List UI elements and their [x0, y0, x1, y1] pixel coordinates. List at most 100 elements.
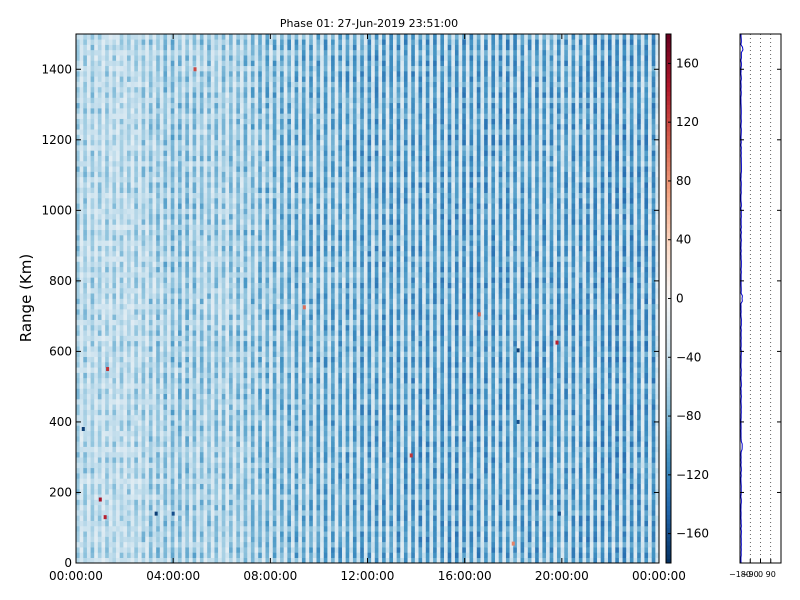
heatmap-cell [79, 319, 84, 326]
heatmap-cell [119, 129, 124, 135]
heatmap-cell [232, 473, 237, 479]
heatmap-cell [145, 129, 150, 135]
heatmap-cell [97, 393, 102, 400]
heatmap-cell [174, 245, 179, 252]
heatmap-cell [76, 531, 80, 537]
heatmap-cell [199, 547, 204, 553]
heatmap-cell [232, 65, 237, 72]
heatmap-cell [221, 240, 226, 246]
heatmap-cell [247, 451, 252, 458]
heatmap-cell [90, 399, 95, 405]
heatmap-cell [116, 552, 121, 559]
heatmap-cell [105, 504, 110, 511]
heatmap-cell [79, 145, 84, 151]
heatmap-cell [116, 60, 121, 67]
heatmap-cell [225, 319, 230, 326]
heatmap-cell [178, 541, 182, 548]
heatmap-cell [137, 330, 142, 336]
heatmap-cell [254, 123, 259, 130]
heatmap-cell [152, 483, 157, 490]
heatmap-cell [101, 494, 106, 500]
heatmap-cell [167, 240, 172, 246]
heatmap-cell [145, 510, 150, 516]
heatmap-cell [221, 457, 226, 463]
heatmap-cell [225, 531, 230, 537]
heatmap-cell [243, 145, 248, 151]
heatmap-cell [167, 97, 172, 104]
heatmap-cell [225, 76, 230, 82]
heatmap-cell [152, 499, 157, 506]
heatmap-cell [210, 536, 215, 543]
heatmap-cell [79, 377, 84, 384]
heatmap-cell [243, 65, 248, 72]
heatmap-cell [199, 102, 204, 109]
heatmap-cell [108, 414, 113, 421]
heatmap-cell [181, 293, 186, 299]
heatmap-cell [196, 256, 201, 262]
heatmap-cell [116, 404, 121, 410]
heatmap-cell [243, 187, 248, 193]
heatmap-cell [108, 372, 113, 379]
heatmap-cell [152, 197, 157, 204]
heatmap-cell [137, 436, 142, 442]
heatmap-cell [156, 319, 161, 326]
heatmap-cell [94, 536, 99, 543]
heatmap-cell [83, 319, 88, 326]
heatmap-cell [207, 314, 212, 320]
heatmap-cell [152, 425, 157, 432]
heatmap-cell [101, 129, 106, 135]
heatmap-cell [159, 393, 164, 400]
heatmap-cell [214, 510, 219, 516]
heatmap-cell [229, 129, 233, 135]
heatmap-cell [112, 399, 117, 405]
heatmap-cell [207, 150, 212, 156]
heatmap-cell [134, 113, 139, 119]
heatmap-cell [174, 377, 179, 384]
heatmap-cell [236, 272, 241, 278]
heatmap-cell [232, 160, 237, 167]
heatmap-cell [119, 377, 124, 384]
heatmap-cell [170, 139, 175, 146]
heatmap-cell [86, 145, 91, 151]
heatmap-cell [108, 314, 113, 320]
heatmap-cell [214, 547, 219, 553]
heatmap-cell [76, 229, 80, 236]
heatmap-cell [214, 81, 219, 88]
heatmap-cell [90, 383, 95, 389]
heatmap-cell [250, 515, 255, 521]
heatmap-cell [76, 192, 80, 199]
heatmap-cell [108, 39, 113, 45]
heatmap-cell [167, 139, 172, 146]
heatmap-cell [178, 235, 182, 241]
heatmap-cell [236, 330, 241, 336]
heatmap-cell [185, 245, 190, 252]
heatmap-cell [178, 182, 182, 188]
heatmap-cell [243, 436, 248, 442]
heatmap-cell [218, 536, 223, 543]
heatmap-cell [105, 139, 110, 146]
heatmap-cell [101, 425, 106, 432]
heatmap-cell [185, 97, 190, 104]
heatmap-cell [178, 515, 182, 521]
heatmap-cell [254, 441, 259, 447]
heatmap-cell [134, 552, 139, 559]
heatmap-cell [185, 531, 190, 537]
heatmap-cell [239, 414, 244, 421]
heatmap-cell [236, 134, 241, 141]
heatmap-cell [254, 451, 259, 458]
heatmap-cell [79, 134, 84, 141]
heatmap-cell [218, 261, 223, 268]
heatmap-cell [130, 552, 135, 559]
heatmap-cell [221, 414, 226, 421]
heatmap-cell [97, 531, 102, 537]
heatmap-cell [174, 92, 179, 98]
heatmap-cell [239, 467, 244, 474]
heatmap-cell [188, 86, 193, 93]
heatmap-cell [203, 76, 208, 82]
heatmap-cell [152, 39, 157, 45]
heatmap-cell [79, 123, 84, 130]
heatmap-cell [134, 293, 139, 299]
heatmap-cell [170, 155, 175, 162]
heatmap-cell [79, 150, 84, 156]
heatmap-cell [207, 335, 212, 342]
